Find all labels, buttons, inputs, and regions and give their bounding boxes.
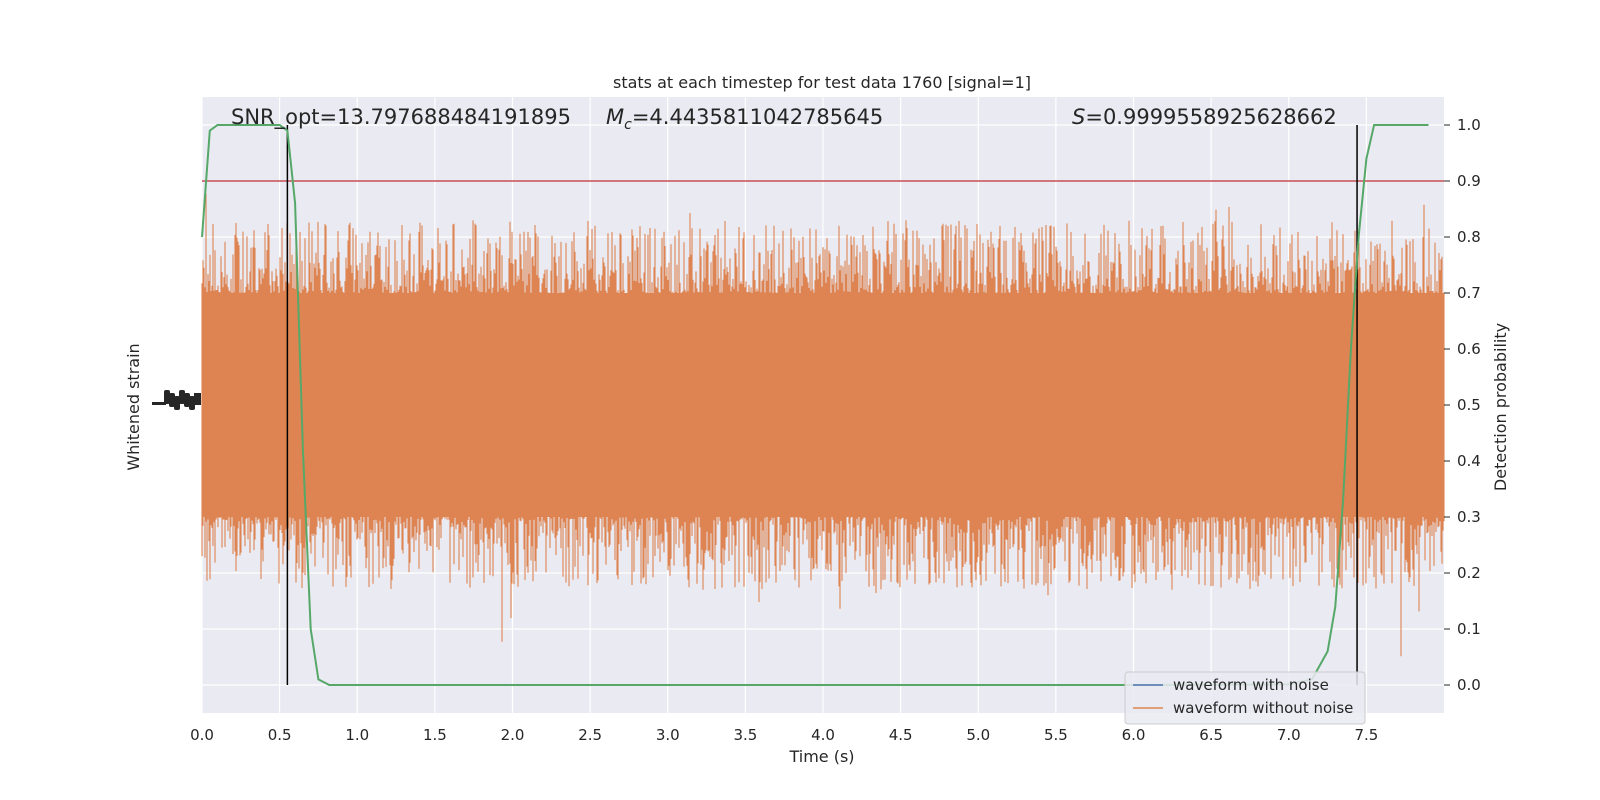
left-axis-tick-cluster: [152, 390, 201, 410]
y-tick-label: 0.5: [1457, 396, 1481, 414]
x-tick-label: 7.0: [1277, 726, 1301, 744]
legend-box: [1124, 671, 1366, 725]
x-tick-label: 4.5: [889, 726, 913, 744]
overlap-value: =0.9999558925628662: [1085, 105, 1336, 129]
boundary-lines: [286, 125, 1358, 685]
chirp-mass-symbol: M: [606, 105, 624, 129]
right-y-axis-label: Detection probability: [1491, 323, 1510, 491]
y-tick-label: 0.2: [1457, 564, 1481, 582]
chirp-mass-value: =4.4435811042785645: [632, 105, 883, 129]
detection-probability-line: [201, 124, 1429, 686]
x-tick-label: 2.0: [501, 726, 525, 744]
x-tick-label: 0.5: [268, 726, 292, 744]
y-tick-label: 0.9: [1457, 172, 1481, 190]
chirp-mass-subscript: c: [624, 117, 632, 133]
left-tick-mark: [194, 393, 201, 405]
x-axis-ticks: 0.0 0.5 1.0 1.5 2.0 2.5 3.0 3.5 4.0 4.5 5.0 5.5 6.0 6…: [190, 726, 1378, 744]
x-tick-label: 3.0: [656, 726, 680, 744]
left-y-axis-label: Whitened strain: [124, 343, 143, 470]
left-tick-mark: [152, 402, 166, 405]
y-tick-label: 0.3: [1457, 508, 1481, 526]
overlap-annotation: S=0.9999558925628662: [1072, 105, 1337, 129]
waveform-without-noise-line: [201, 193, 1445, 657]
left-tick-mark: [169, 393, 175, 407]
x-tick-label: 5.0: [966, 726, 990, 744]
legend-label-without-noise: waveform without noise: [1173, 699, 1353, 717]
y-tick-label: 0.7: [1457, 284, 1481, 302]
x-tick-label: 2.5: [578, 726, 602, 744]
legend: waveform with noise waveform without noi…: [1124, 671, 1366, 725]
y-tick-label: 0.8: [1457, 228, 1481, 246]
x-tick-label: 1.5: [423, 726, 447, 744]
overlap-symbol: S: [1072, 105, 1085, 129]
left-tick-mark: [174, 396, 180, 410]
x-tick-label: 6.0: [1122, 726, 1146, 744]
x-tick-label: 4.0: [811, 726, 835, 744]
right-y-axis-ticks: 0.0 0.1 0.2 0.3 0.4 0.5 0.6 0.7 0.8 0.9 1.0: [1444, 116, 1481, 694]
left-tick-mark: [179, 390, 185, 404]
y-tick-label: 0.0: [1457, 676, 1481, 694]
y-tick-label: 0.4: [1457, 452, 1481, 470]
x-axis-label: Time (s): [788, 747, 854, 766]
x-tick-label: 7.5: [1354, 726, 1378, 744]
left-tick-mark: [184, 393, 190, 407]
left-tick-mark: [189, 396, 195, 410]
chirp-mass-annotation: Mc=4.4435811042785645: [606, 105, 883, 133]
x-tick-label: 3.5: [733, 726, 757, 744]
snr-annotation: SNR_opt=13.797688484191895: [231, 105, 571, 130]
waveform-without-noise-series: [201, 193, 1445, 657]
legend-label-with-noise: waveform with noise: [1173, 676, 1329, 694]
x-tick-label: 0.0: [190, 726, 214, 744]
left-tick-mark: [164, 390, 170, 404]
y-tick-label: 0.1: [1457, 620, 1481, 638]
x-tick-label: 5.5: [1044, 726, 1068, 744]
y-tick-label: 0.6: [1457, 340, 1481, 358]
x-tick-label: 6.5: [1199, 726, 1223, 744]
y-tick-label: 1.0: [1457, 116, 1481, 134]
detection-probability-series: [201, 124, 1429, 686]
x-tick-label: 1.0: [345, 726, 369, 744]
chart-title: stats at each timestep for test data 176…: [613, 73, 1031, 92]
